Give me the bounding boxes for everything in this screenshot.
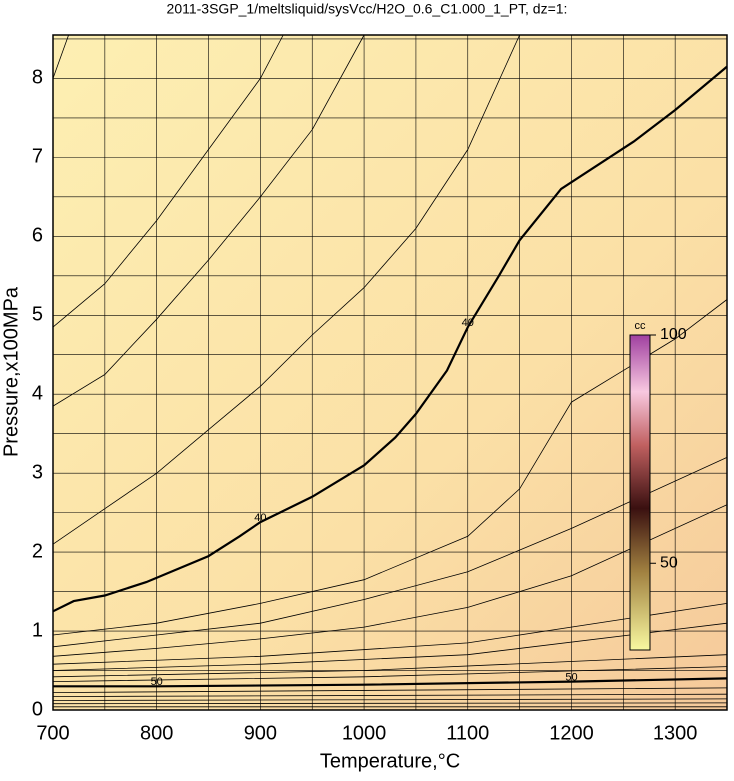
contour-line — [52, 504, 728, 657]
contour-line — [53, 677, 728, 688]
contour-label: 40 — [254, 512, 266, 524]
x-tick-label: 1300 — [653, 722, 698, 744]
x-axis-label: Temperature,°C — [320, 750, 460, 772]
contour-line — [52, 457, 728, 648]
x-tick-label: 1000 — [342, 722, 387, 744]
y-axis-label: Pressure,x100MPa — [0, 286, 22, 457]
plot-background — [53, 35, 727, 710]
plot-frame — [52, 34, 728, 711]
contour-label: 50 — [565, 671, 577, 683]
y-tick-label: 0 — [32, 698, 43, 720]
contour-line — [52, 34, 284, 328]
contour-line — [52, 693, 728, 697]
contour-line — [52, 622, 728, 671]
y-tick-label: 7 — [32, 146, 43, 168]
y-tick-label: 6 — [32, 225, 43, 247]
x-tick-label: 1100 — [446, 722, 489, 744]
contour-line — [52, 34, 520, 545]
chart-title: 2011-3SGP_1/meltsliquid/sysVcc/H2O_0.6_C… — [167, 1, 568, 17]
colorbar-label: cc — [635, 320, 647, 332]
y-tick-label: 8 — [32, 67, 43, 89]
y-tick-label: 1 — [32, 619, 43, 641]
contour-line — [52, 603, 728, 665]
x-tick-label: 1200 — [549, 722, 594, 744]
contour-line — [52, 65, 728, 613]
contour-label: 50 — [151, 676, 163, 688]
contour-line — [52, 702, 728, 705]
colorbar-tick-label: 50 — [660, 554, 678, 571]
contour-line — [52, 34, 69, 79]
x-tick-label: 900 — [244, 722, 277, 744]
x-tick-label: 800 — [140, 722, 173, 744]
y-tick-label: 5 — [32, 304, 43, 326]
y-tick-label: 3 — [32, 461, 43, 483]
colorbar — [629, 334, 651, 651]
x-tick-label: 700 — [36, 722, 69, 744]
colorbar-tick-label: 100 — [660, 326, 687, 343]
contour-line — [52, 654, 728, 678]
contour-line — [52, 34, 365, 407]
y-tick-label: 4 — [32, 382, 43, 404]
contour-line — [52, 666, 728, 682]
contour-line — [52, 698, 728, 701]
contour-label: 40 — [462, 317, 474, 329]
y-tick-label: 2 — [32, 540, 43, 562]
contour-line — [52, 687, 728, 693]
